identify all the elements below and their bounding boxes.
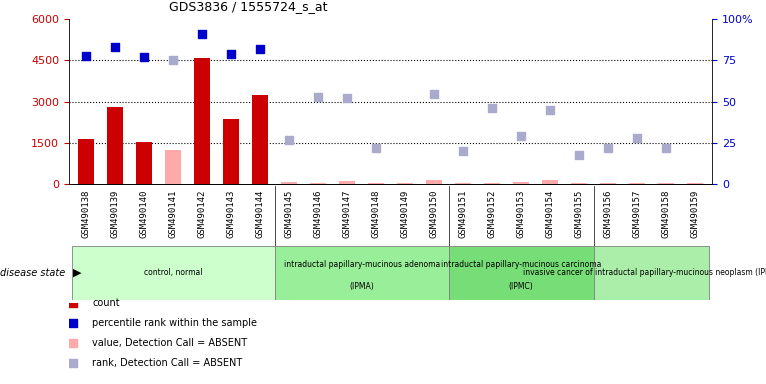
- Point: [602, 145, 614, 151]
- Bar: [136, 142, 152, 184]
- Point: [225, 51, 237, 57]
- Text: GSM490148: GSM490148: [372, 189, 381, 238]
- Point: [573, 152, 585, 158]
- Bar: [600, 183, 616, 184]
- Text: GSM490139: GSM490139: [111, 189, 119, 238]
- Text: control, normal: control, normal: [144, 268, 202, 277]
- Point: [167, 58, 179, 64]
- Text: intraductal papillary-mucinous carcinoma: intraductal papillary-mucinous carcinoma: [441, 260, 601, 269]
- Point: [341, 95, 353, 101]
- Point: [110, 44, 122, 50]
- Bar: [223, 119, 239, 184]
- Text: GSM490152: GSM490152: [488, 189, 496, 238]
- Bar: [195, 58, 210, 184]
- Bar: [449, 246, 594, 300]
- Bar: [629, 183, 645, 184]
- Text: ▶: ▶: [73, 268, 81, 278]
- Point: [138, 54, 150, 60]
- Text: GSM490143: GSM490143: [227, 189, 236, 238]
- Text: GDS3836 / 1555724_s_at: GDS3836 / 1555724_s_at: [169, 0, 327, 13]
- Text: (IPMC): (IPMC): [509, 281, 533, 291]
- Bar: [513, 182, 529, 184]
- Text: GSM490153: GSM490153: [516, 189, 525, 238]
- Bar: [281, 182, 297, 184]
- Text: value, Detection Call = ABSENT: value, Detection Call = ABSENT: [92, 338, 247, 348]
- Text: disease state: disease state: [0, 268, 65, 278]
- Text: GSM490151: GSM490151: [459, 189, 467, 238]
- Text: percentile rank within the sample: percentile rank within the sample: [92, 318, 257, 328]
- Bar: [398, 183, 413, 184]
- Text: GSM490155: GSM490155: [574, 189, 584, 238]
- Point: [196, 31, 208, 37]
- Bar: [484, 183, 500, 184]
- Point: [80, 53, 93, 59]
- Point: [631, 135, 643, 141]
- Bar: [252, 96, 268, 184]
- Point: [660, 145, 672, 151]
- Text: GSM490141: GSM490141: [169, 189, 178, 238]
- Text: GSM490145: GSM490145: [285, 189, 293, 238]
- Point: [312, 185, 324, 191]
- Point: [370, 145, 382, 151]
- Bar: [275, 246, 449, 300]
- Bar: [455, 183, 471, 184]
- Text: GSM490138: GSM490138: [82, 189, 91, 238]
- Point: [254, 46, 267, 52]
- Bar: [165, 150, 182, 184]
- Bar: [658, 183, 674, 184]
- Text: GSM490147: GSM490147: [342, 189, 352, 238]
- Point: [428, 91, 440, 97]
- Text: intraductal papillary-mucinous adenoma: intraductal papillary-mucinous adenoma: [283, 260, 440, 269]
- Bar: [426, 180, 442, 184]
- Bar: [339, 181, 355, 184]
- Text: GSM490142: GSM490142: [198, 189, 207, 238]
- Text: GSM490149: GSM490149: [401, 189, 410, 238]
- Bar: [594, 246, 709, 300]
- Text: GSM490157: GSM490157: [633, 189, 641, 238]
- Text: GSM490154: GSM490154: [545, 189, 555, 238]
- Bar: [571, 183, 587, 184]
- Text: (IPMA): (IPMA): [349, 281, 374, 291]
- Point: [283, 137, 296, 143]
- Point: [515, 133, 527, 139]
- Text: GSM490144: GSM490144: [256, 189, 265, 238]
- Point: [457, 148, 470, 154]
- Text: GSM490146: GSM490146: [314, 189, 322, 238]
- Bar: [368, 183, 384, 184]
- Bar: [542, 180, 558, 184]
- Point: [312, 3, 324, 10]
- Text: count: count: [92, 298, 119, 308]
- Text: GSM490156: GSM490156: [604, 189, 613, 238]
- Bar: [107, 107, 123, 184]
- Bar: [72, 246, 275, 300]
- Bar: [78, 139, 94, 184]
- Point: [312, 94, 324, 100]
- Point: [486, 105, 498, 111]
- Text: GSM490140: GSM490140: [140, 189, 149, 238]
- Text: GSM490159: GSM490159: [690, 189, 699, 238]
- Text: invasive cancer of intraductal papillary-mucinous neoplasm (IPMN): invasive cancer of intraductal papillary…: [523, 268, 766, 277]
- Text: GSM490150: GSM490150: [430, 189, 439, 238]
- Text: GSM490158: GSM490158: [662, 189, 670, 238]
- Point: [544, 107, 556, 113]
- Text: rank, Detection Call = ABSENT: rank, Detection Call = ABSENT: [92, 358, 242, 368]
